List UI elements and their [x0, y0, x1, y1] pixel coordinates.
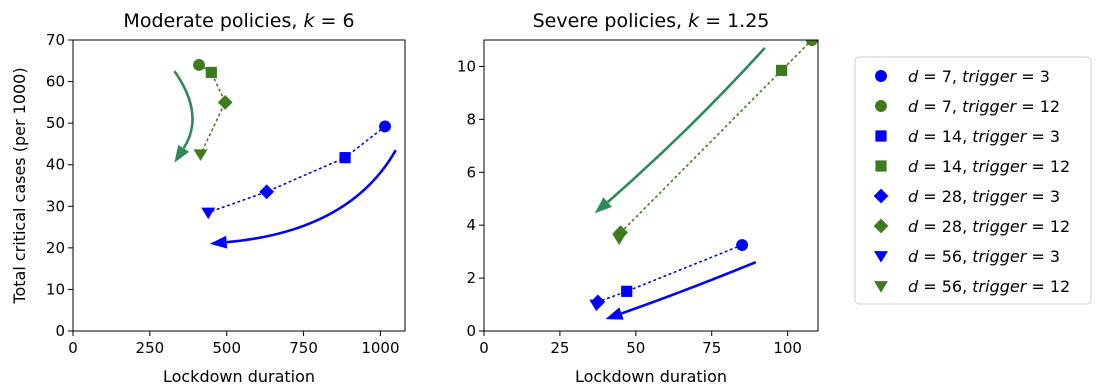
- x-tick-label: 100: [773, 339, 802, 357]
- legend-marker-blue: [874, 251, 888, 263]
- y-tick-label: 50: [46, 114, 65, 132]
- trend-arrow-blue: [621, 261, 757, 315]
- x-tick-label: 0: [479, 339, 489, 357]
- panel-title-moderate: Moderate policies, k = 6: [123, 10, 354, 32]
- y-tick-label: 2: [466, 269, 476, 287]
- data-point-blue-d14: [621, 285, 633, 297]
- axis-ticks-severe: 0 25 50 75 100 0 2 4 6 8 10: [457, 57, 802, 357]
- axes-frame-moderate: [72, 39, 406, 332]
- y-tick-label: 10: [46, 280, 65, 298]
- panel-title-prefix: Severe policies,: [533, 10, 688, 32]
- legend-items: d = 7, trigger = 3 d = 7, trigger = 12 d =…: [873, 67, 1070, 296]
- panel-title-severe: Severe policies, k = 1.25: [533, 10, 770, 32]
- data-point-green-d7: [193, 58, 205, 71]
- data-point-green-d14: [205, 66, 217, 79]
- legend-entry: d = 56, trigger = 12: [874, 277, 1070, 296]
- y-tick-label: 0: [466, 322, 476, 340]
- trend-arrow-blue: [226, 149, 397, 244]
- y-tick-label: 20: [46, 239, 65, 257]
- y-tick-label: 10: [457, 57, 476, 75]
- trend-arrow-head-blue: [605, 307, 624, 320]
- data-point-green-d56: [612, 233, 627, 246]
- trend-arrow-head-arrow_green: [594, 197, 612, 214]
- panel-severe: Severe policies, k = 1.25 0 25 50 75 100 0 2 4 6…: [457, 10, 819, 386]
- plot-area-moderate: [173, 58, 397, 249]
- data-point-blue-d56: [201, 207, 216, 220]
- trend-arrow-head-arrow_green: [174, 144, 190, 163]
- legend-label: d = 28, trigger = 3: [908, 187, 1060, 206]
- y-tick-label: 8: [466, 110, 476, 128]
- data-point-blue-d28: [259, 184, 275, 200]
- legend-label: d = 14, trigger = 3: [908, 127, 1060, 146]
- x-tick-label: 250: [136, 339, 165, 357]
- legend-marker-blue: [875, 130, 887, 142]
- panel-title-rest: = 1.25: [699, 10, 769, 32]
- x-axis-label-moderate: Lockdown duration: [163, 367, 315, 386]
- trend-arrow-arrow_green: [173, 70, 194, 150]
- y-tick-label: 70: [46, 31, 65, 49]
- legend-entry: d = 28, trigger = 3: [873, 187, 1060, 206]
- legend-marker-green: [874, 281, 888, 293]
- series-line-blue: [595, 244, 743, 306]
- x-tick-label: 500: [212, 339, 241, 357]
- x-tick-label: 1000: [361, 339, 399, 357]
- x-tick-label: 0: [68, 339, 78, 357]
- panel-moderate: Moderate policies, k = 6 0 250 500 750 10000…: [10, 10, 406, 386]
- data-point-green-d14: [775, 64, 788, 77]
- legend-label: d = 7, trigger = 12: [908, 97, 1060, 116]
- legend-frame: [854, 56, 1092, 305]
- plot-area-severe: [589, 40, 818, 320]
- legend: d = 7, trigger = 3 d = 7, trigger = 12 d =…: [854, 56, 1092, 305]
- trend-arrow-arrow_green: [606, 47, 766, 204]
- data-point-green-d7: [805, 40, 818, 46]
- panel-title-rest: = 6: [314, 10, 354, 32]
- x-axis-label-severe: Lockdown duration: [575, 367, 727, 386]
- legend-marker-green: [873, 218, 889, 234]
- data-point-green-d56: [193, 149, 208, 161]
- legend-marker-green: [875, 160, 887, 172]
- data-point-blue-d7: [379, 120, 391, 133]
- data-point-blue-d56: [589, 299, 604, 312]
- data-point-green-d28: [217, 95, 233, 110]
- y-axis-label-moderate: Total critical cases (per 1000): [10, 67, 29, 304]
- legend-entry: d = 56, trigger = 3: [874, 247, 1060, 266]
- y-tick-label: 4: [466, 216, 476, 234]
- y-tick-label: 0: [55, 322, 65, 340]
- legend-marker-blue: [875, 70, 887, 82]
- trend-arrow-head-blue: [209, 235, 228, 249]
- panel-title-prefix: Moderate policies,: [123, 10, 303, 32]
- y-tick-label: 30: [46, 197, 65, 215]
- x-tick-label: 75: [702, 339, 721, 357]
- y-tick-label: 6: [466, 163, 476, 181]
- data-point-blue-d7: [736, 239, 749, 251]
- legend-label: d = 56, trigger = 3: [908, 247, 1060, 266]
- legend-label: d = 28, trigger = 12: [908, 217, 1070, 236]
- y-tick-label: 60: [46, 73, 65, 91]
- legend-marker-blue: [873, 188, 889, 204]
- panel-title-var: k: [303, 10, 315, 32]
- legend-marker-green: [875, 100, 887, 112]
- legend-entry: d = 14, trigger = 3: [875, 127, 1060, 146]
- axes-frame-severe: [483, 39, 819, 332]
- y-tick-label: 40: [46, 156, 65, 174]
- x-tick-label: 50: [626, 339, 645, 357]
- legend-label: d = 56, trigger = 12: [908, 277, 1070, 296]
- legend-label: d = 7, trigger = 3: [908, 67, 1050, 86]
- x-tick-label: 750: [289, 339, 318, 357]
- data-point-blue-d14: [339, 152, 351, 164]
- axis-ticks-moderate: 0 250 500 750 1000 0 10 20 30 40 50 60 70: [46, 31, 400, 357]
- legend-label: d = 14, trigger = 12: [908, 157, 1070, 176]
- x-tick-label: 25: [550, 339, 569, 357]
- legend-entry: d = 14, trigger = 12: [875, 157, 1070, 176]
- panel-title-var: k: [688, 10, 700, 32]
- legend-entry: d = 7, trigger = 3: [875, 67, 1050, 86]
- legend-entry: d = 28, trigger = 12: [873, 217, 1070, 236]
- legend-entry: d = 7, trigger = 12: [875, 97, 1060, 116]
- series-line-green: [198, 64, 227, 156]
- series-line-blue: [207, 125, 386, 214]
